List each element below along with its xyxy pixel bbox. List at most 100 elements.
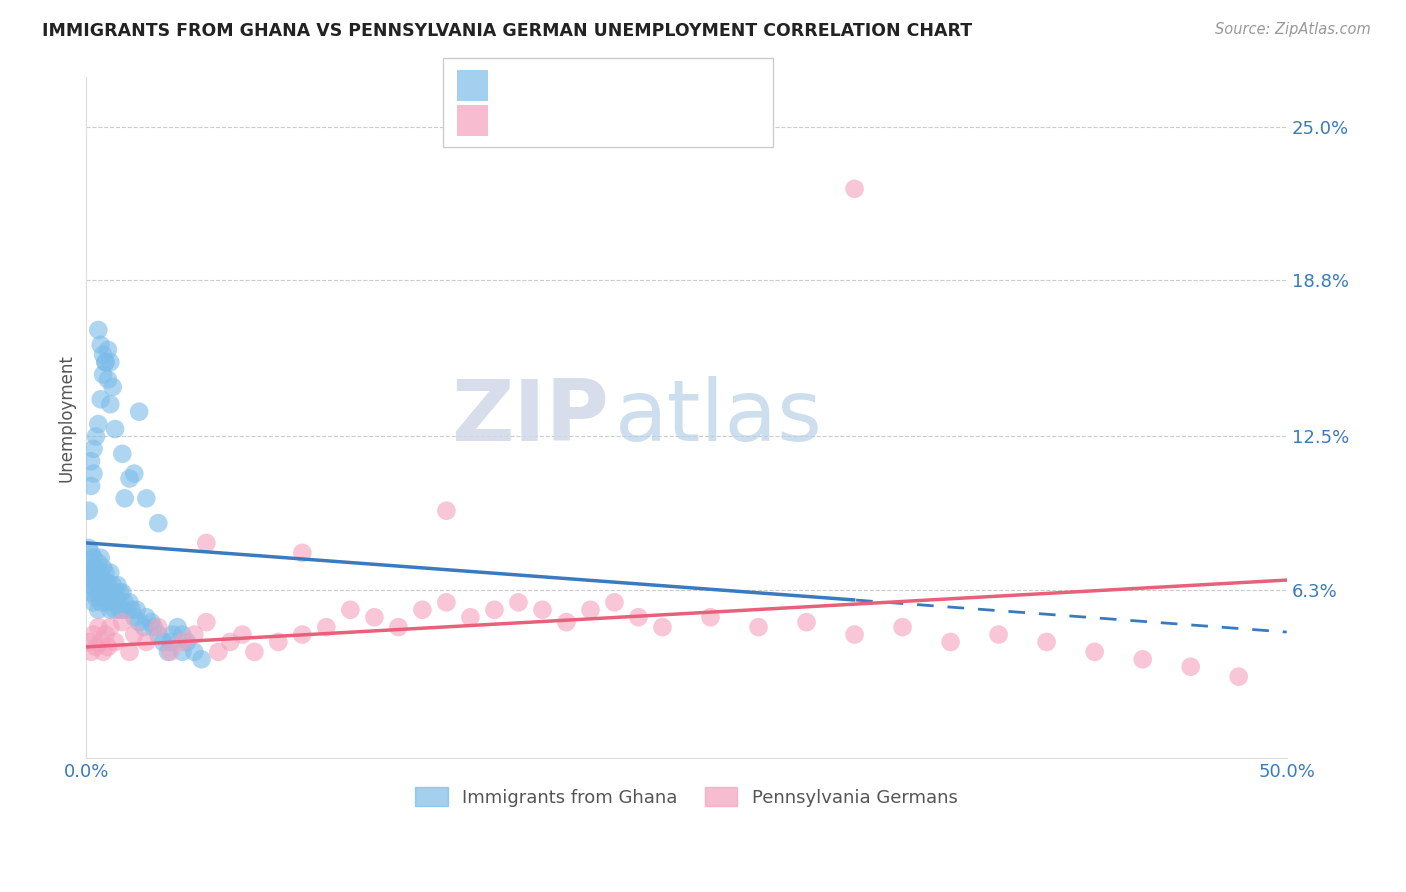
Point <box>555 615 578 629</box>
Point <box>87 603 110 617</box>
Point <box>91 591 114 605</box>
Point <box>135 635 157 649</box>
Point <box>1180 659 1202 673</box>
Point <box>80 571 103 585</box>
Point <box>267 635 290 649</box>
Point <box>291 627 314 641</box>
Point <box>84 591 107 605</box>
Text: N =: N = <box>637 76 666 94</box>
Point <box>77 578 100 592</box>
Text: N =: N = <box>637 112 666 129</box>
Point <box>91 645 114 659</box>
Point <box>1084 645 1107 659</box>
Point <box>139 615 162 629</box>
Point <box>135 610 157 624</box>
Point <box>108 585 131 599</box>
Point <box>90 550 112 565</box>
Point <box>411 603 433 617</box>
Text: Source: ZipAtlas.com: Source: ZipAtlas.com <box>1215 22 1371 37</box>
Point <box>82 627 104 641</box>
Point <box>339 603 361 617</box>
Point <box>90 392 112 407</box>
Point <box>97 343 120 357</box>
Point <box>90 566 112 580</box>
Point <box>91 560 114 574</box>
Point <box>183 645 205 659</box>
Point <box>190 652 212 666</box>
Point <box>484 603 506 617</box>
Point <box>148 620 170 634</box>
Point <box>101 595 124 609</box>
Point <box>108 603 131 617</box>
Text: 56: 56 <box>679 112 699 129</box>
Point <box>77 553 100 567</box>
Point <box>90 635 112 649</box>
Point <box>162 627 184 641</box>
Point <box>195 536 218 550</box>
Text: R =: R = <box>499 112 529 129</box>
Point <box>132 620 155 634</box>
Point <box>124 627 146 641</box>
Point <box>747 620 769 634</box>
Point <box>80 645 103 659</box>
Point <box>94 595 117 609</box>
Point <box>82 566 104 580</box>
Point <box>98 585 121 599</box>
Point <box>97 372 120 386</box>
Point <box>104 422 127 436</box>
Point <box>91 368 114 382</box>
Point <box>77 504 100 518</box>
Point <box>91 575 114 590</box>
Point <box>104 635 127 649</box>
Point <box>77 635 100 649</box>
Point <box>1227 670 1250 684</box>
Point <box>87 323 110 337</box>
Point <box>87 556 110 570</box>
Point <box>219 635 242 649</box>
Point <box>121 603 143 617</box>
Point <box>436 504 458 518</box>
Point <box>82 550 104 565</box>
Point <box>107 578 129 592</box>
Point <box>291 546 314 560</box>
Point <box>90 338 112 352</box>
Point <box>124 610 146 624</box>
Point <box>152 635 174 649</box>
Point <box>987 627 1010 641</box>
Point <box>135 491 157 506</box>
Point <box>98 397 121 411</box>
Text: ZIP: ZIP <box>451 376 609 459</box>
Point <box>84 575 107 590</box>
Point <box>104 603 127 617</box>
Point <box>98 566 121 580</box>
Point <box>84 429 107 443</box>
Point <box>579 603 602 617</box>
Point <box>111 447 134 461</box>
Point <box>98 620 121 634</box>
Point <box>82 442 104 456</box>
Point <box>603 595 626 609</box>
Point <box>87 571 110 585</box>
Point <box>118 471 141 485</box>
Point <box>159 635 181 649</box>
Point <box>77 566 100 580</box>
Point <box>98 603 121 617</box>
Point <box>172 635 194 649</box>
Point <box>531 603 554 617</box>
Point <box>148 516 170 530</box>
Point <box>94 355 117 369</box>
Point <box>115 603 138 617</box>
Point <box>1035 635 1057 649</box>
Point <box>128 405 150 419</box>
Point <box>80 454 103 468</box>
Point <box>87 620 110 634</box>
Point <box>128 615 150 629</box>
Point <box>90 595 112 609</box>
Point <box>94 566 117 580</box>
Point <box>97 591 120 605</box>
Text: R =: R = <box>499 76 529 94</box>
Point <box>796 615 818 629</box>
Point <box>87 417 110 431</box>
Point <box>142 620 165 634</box>
Point <box>627 610 650 624</box>
